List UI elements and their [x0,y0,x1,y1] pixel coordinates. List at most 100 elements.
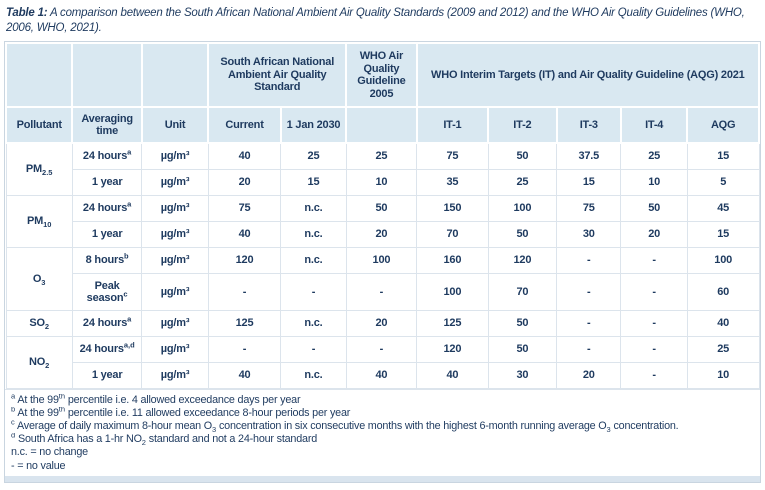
value-cell: - [620,246,688,274]
value-cell: 15 [686,220,760,248]
value-cell: 120 [207,246,282,274]
value-cell: 70 [487,272,558,311]
column-header-1-jan-2030: 1 Jan 2030 [279,106,348,144]
column-header-it1: IT-1 [415,106,490,144]
air-quality-table: South African National Ambient Air Quali… [4,42,761,389]
value-cell: 50 [487,335,558,363]
value-cell: 50 [487,220,558,248]
value-cell: 60 [686,272,760,311]
value-cell: 160 [416,246,489,274]
value-cell: 25 [345,142,418,170]
unit-cell: µg/m³ [141,168,209,196]
table-row: O3 8 hoursb µg/m³ 120 n.c. 100 160 120- -100 [5,246,760,311]
value-cell: 40 [416,361,489,389]
value-cell: - [207,272,282,311]
caption-text: A comparison between the South African N… [6,7,745,34]
value-cell: 5 [686,168,760,196]
unit-cell: µg/m³ [141,309,209,337]
unit-cell: µg/m³ [141,246,209,274]
averaging-time-cell: Peak seasonc [71,272,143,311]
value-cell: - [556,309,622,337]
value-cell: 75 [416,142,489,170]
value-cell: 100 [686,246,760,274]
value-cell: - [207,335,282,363]
value-cell: 15 [556,168,622,196]
footnote-line: b At the 99th percentile i.e. 11 allowed… [11,406,351,419]
value-cell: n.c. [280,246,347,274]
value-cell: 30 [556,220,622,248]
value-cell: 40 [207,361,282,389]
value-cell: 25 [620,142,688,170]
value-cell: 50 [620,194,688,222]
value-cell: n.c. [280,309,347,337]
value-cell: 45 [686,194,760,222]
caption-label: Table 1: [6,7,48,19]
value-cell: - [620,361,688,389]
column-header-it3: IT-3 [555,106,622,144]
averaging-time-cell: 1 year [71,220,143,248]
column-header-unit: Unit [140,106,210,144]
value-cell: - [620,272,688,311]
header-column-row: Pollutant Averaging time Unit Current 1 … [4,106,760,144]
value-cell: - [280,272,347,311]
footnote-line: c Average of daily maximum 8-hour mean O… [11,419,679,434]
value-cell: 40 [207,220,282,248]
column-header-pollutant: Pollutant [4,106,74,144]
header-group-who-2021: WHO Interim Targets (IT) and Air Quality… [415,42,761,108]
value-cell: n.c. [280,194,347,222]
averaging-time-cell: 24 hoursa [71,309,143,337]
unit-cell: µg/m³ [141,194,209,222]
footnote-line: a At the 99th percentile i.e. 4 allowed … [11,393,301,406]
table-body: PM2.5 24 hoursa µg/m³ 40 25 25 75 50 37.5 25 15 1 y… [5,142,760,389]
unit-cell: µg/m³ [141,220,209,248]
table-caption: Table 1: A comparison between the South … [6,6,759,35]
table-row: PM10 24 hoursa µg/m³ 75 n.c. 50 150 100 75 50 45 [5,194,760,248]
unit-cell: µg/m³ [141,142,209,170]
value-cell: 20 [345,309,418,337]
column-header-empty [345,106,418,144]
pollutant-cell: PM2.5 [5,142,73,196]
value-cell: n.c. [280,361,347,389]
pollutant-cell: O3 [5,246,73,311]
value-cell: 20 [345,220,418,248]
table-header: South African National Ambient Air Quali… [4,42,761,144]
value-cell: 120 [487,246,558,274]
value-cell: - [556,246,622,274]
averaging-time-cell: 1 year [71,361,143,389]
column-header-aqg: AQG [686,106,760,144]
averaging-time-cell: 24 hoursa,d [71,335,143,363]
table-row: Peak seasonc µg/m³ - - -100 70- -60 [6,272,760,311]
value-cell: 100 [416,272,489,311]
unit-cell: µg/m³ [141,272,209,311]
column-header-averaging-time: Averaging time [71,106,143,144]
value-cell: 120 [416,335,489,363]
unit-cell: µg/m³ [141,361,209,389]
value-cell: 70 [416,220,489,248]
column-header-it2: IT-2 [487,106,558,144]
value-cell: 125 [207,309,282,337]
value-cell: 10 [686,361,760,389]
value-cell: 40 [207,142,282,170]
value-cell: 150 [416,194,489,222]
value-cell: - [345,272,418,311]
footnote-line: - = no value [11,459,66,472]
pollutant-cell: NO2 [5,335,73,389]
value-cell: 50 [345,194,418,222]
value-cell: - [280,335,347,363]
value-cell: 100 [487,194,558,222]
value-cell: 37.5 [556,142,622,170]
footnote-line: d South Africa has a 1-hr NO2 standard a… [11,433,318,447]
header-empty-cell [140,42,210,108]
footnotes: a At the 99th percentile i.e. 4 allowed … [5,388,760,476]
value-cell: 25 [686,335,760,363]
value-cell: - [345,335,418,363]
table-row: 1 year µg/m³ 40 n.c. 40 40 30 20-10 [6,361,760,389]
value-cell: 50 [487,142,558,170]
value-cell: 75 [207,194,282,222]
table-row: 1 year µg/m³ 20 15 10 35 25 15 10 5 [6,168,760,196]
value-cell: 20 [556,361,622,389]
value-cell: - [556,335,622,363]
value-cell: n.c. [280,220,347,248]
header-group-row: South African National Ambient Air Quali… [4,42,761,108]
value-cell: 25 [487,168,558,196]
